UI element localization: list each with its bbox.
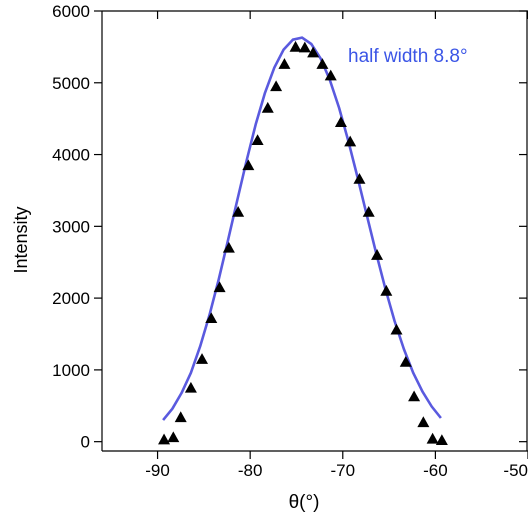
x-tick-label: -90 [145,461,170,480]
y-tick-label: 5000 [52,74,90,93]
x-tick-label: -50 [503,461,528,480]
data-point [261,101,274,113]
data-point [278,58,291,69]
x-tick-label: -80 [238,461,263,480]
data-point [270,80,283,92]
data-point [251,134,264,146]
data-point [205,312,218,324]
data-point [344,135,357,147]
data-point [353,172,366,184]
data-point [242,159,255,171]
data-point [324,69,337,81]
data-point [316,58,329,69]
data-point [298,41,311,53]
y-tick-label: 4000 [52,146,90,165]
axes-frame [101,10,528,452]
data-point [213,281,226,293]
half-width-annotation: half width 8.8° [348,46,468,67]
y-axis-ticks: 0 1000 2000 3000 4000 5000 6000 [52,2,527,452]
x-tick-label: -60 [423,461,448,480]
y-axis-label: Intensity [11,206,31,273]
data-points-layer [158,40,448,446]
data-point [380,284,393,296]
data-point [232,205,245,217]
y-tick-label: 2000 [52,289,90,308]
data-point [399,355,412,367]
data-point [426,432,439,444]
data-point [167,431,180,443]
y-tick-label: 1000 [52,361,90,380]
x-axis-ticks: -90 -80 -70 -60 -50 [145,11,528,480]
data-point [417,416,430,428]
y-tick-label: 3000 [52,217,90,236]
y-tick-label: 0 [81,433,90,452]
data-point [222,241,235,253]
data-point [184,381,197,393]
data-point [289,40,302,52]
data-point [334,116,347,128]
data-point [174,411,187,423]
data-point [307,46,320,58]
data-point [158,433,171,445]
fit-curve-layer [162,36,442,421]
data-point [408,390,421,402]
y-tick-label: 6000 [52,2,90,21]
fit-curve [162,36,442,421]
data-point [390,323,403,335]
x-tick-label: -70 [330,461,355,480]
data-point [371,249,384,260]
x-axis-label: θ(°) [289,492,320,513]
data-point [196,353,209,364]
data-point [435,434,448,446]
data-point [362,205,375,217]
